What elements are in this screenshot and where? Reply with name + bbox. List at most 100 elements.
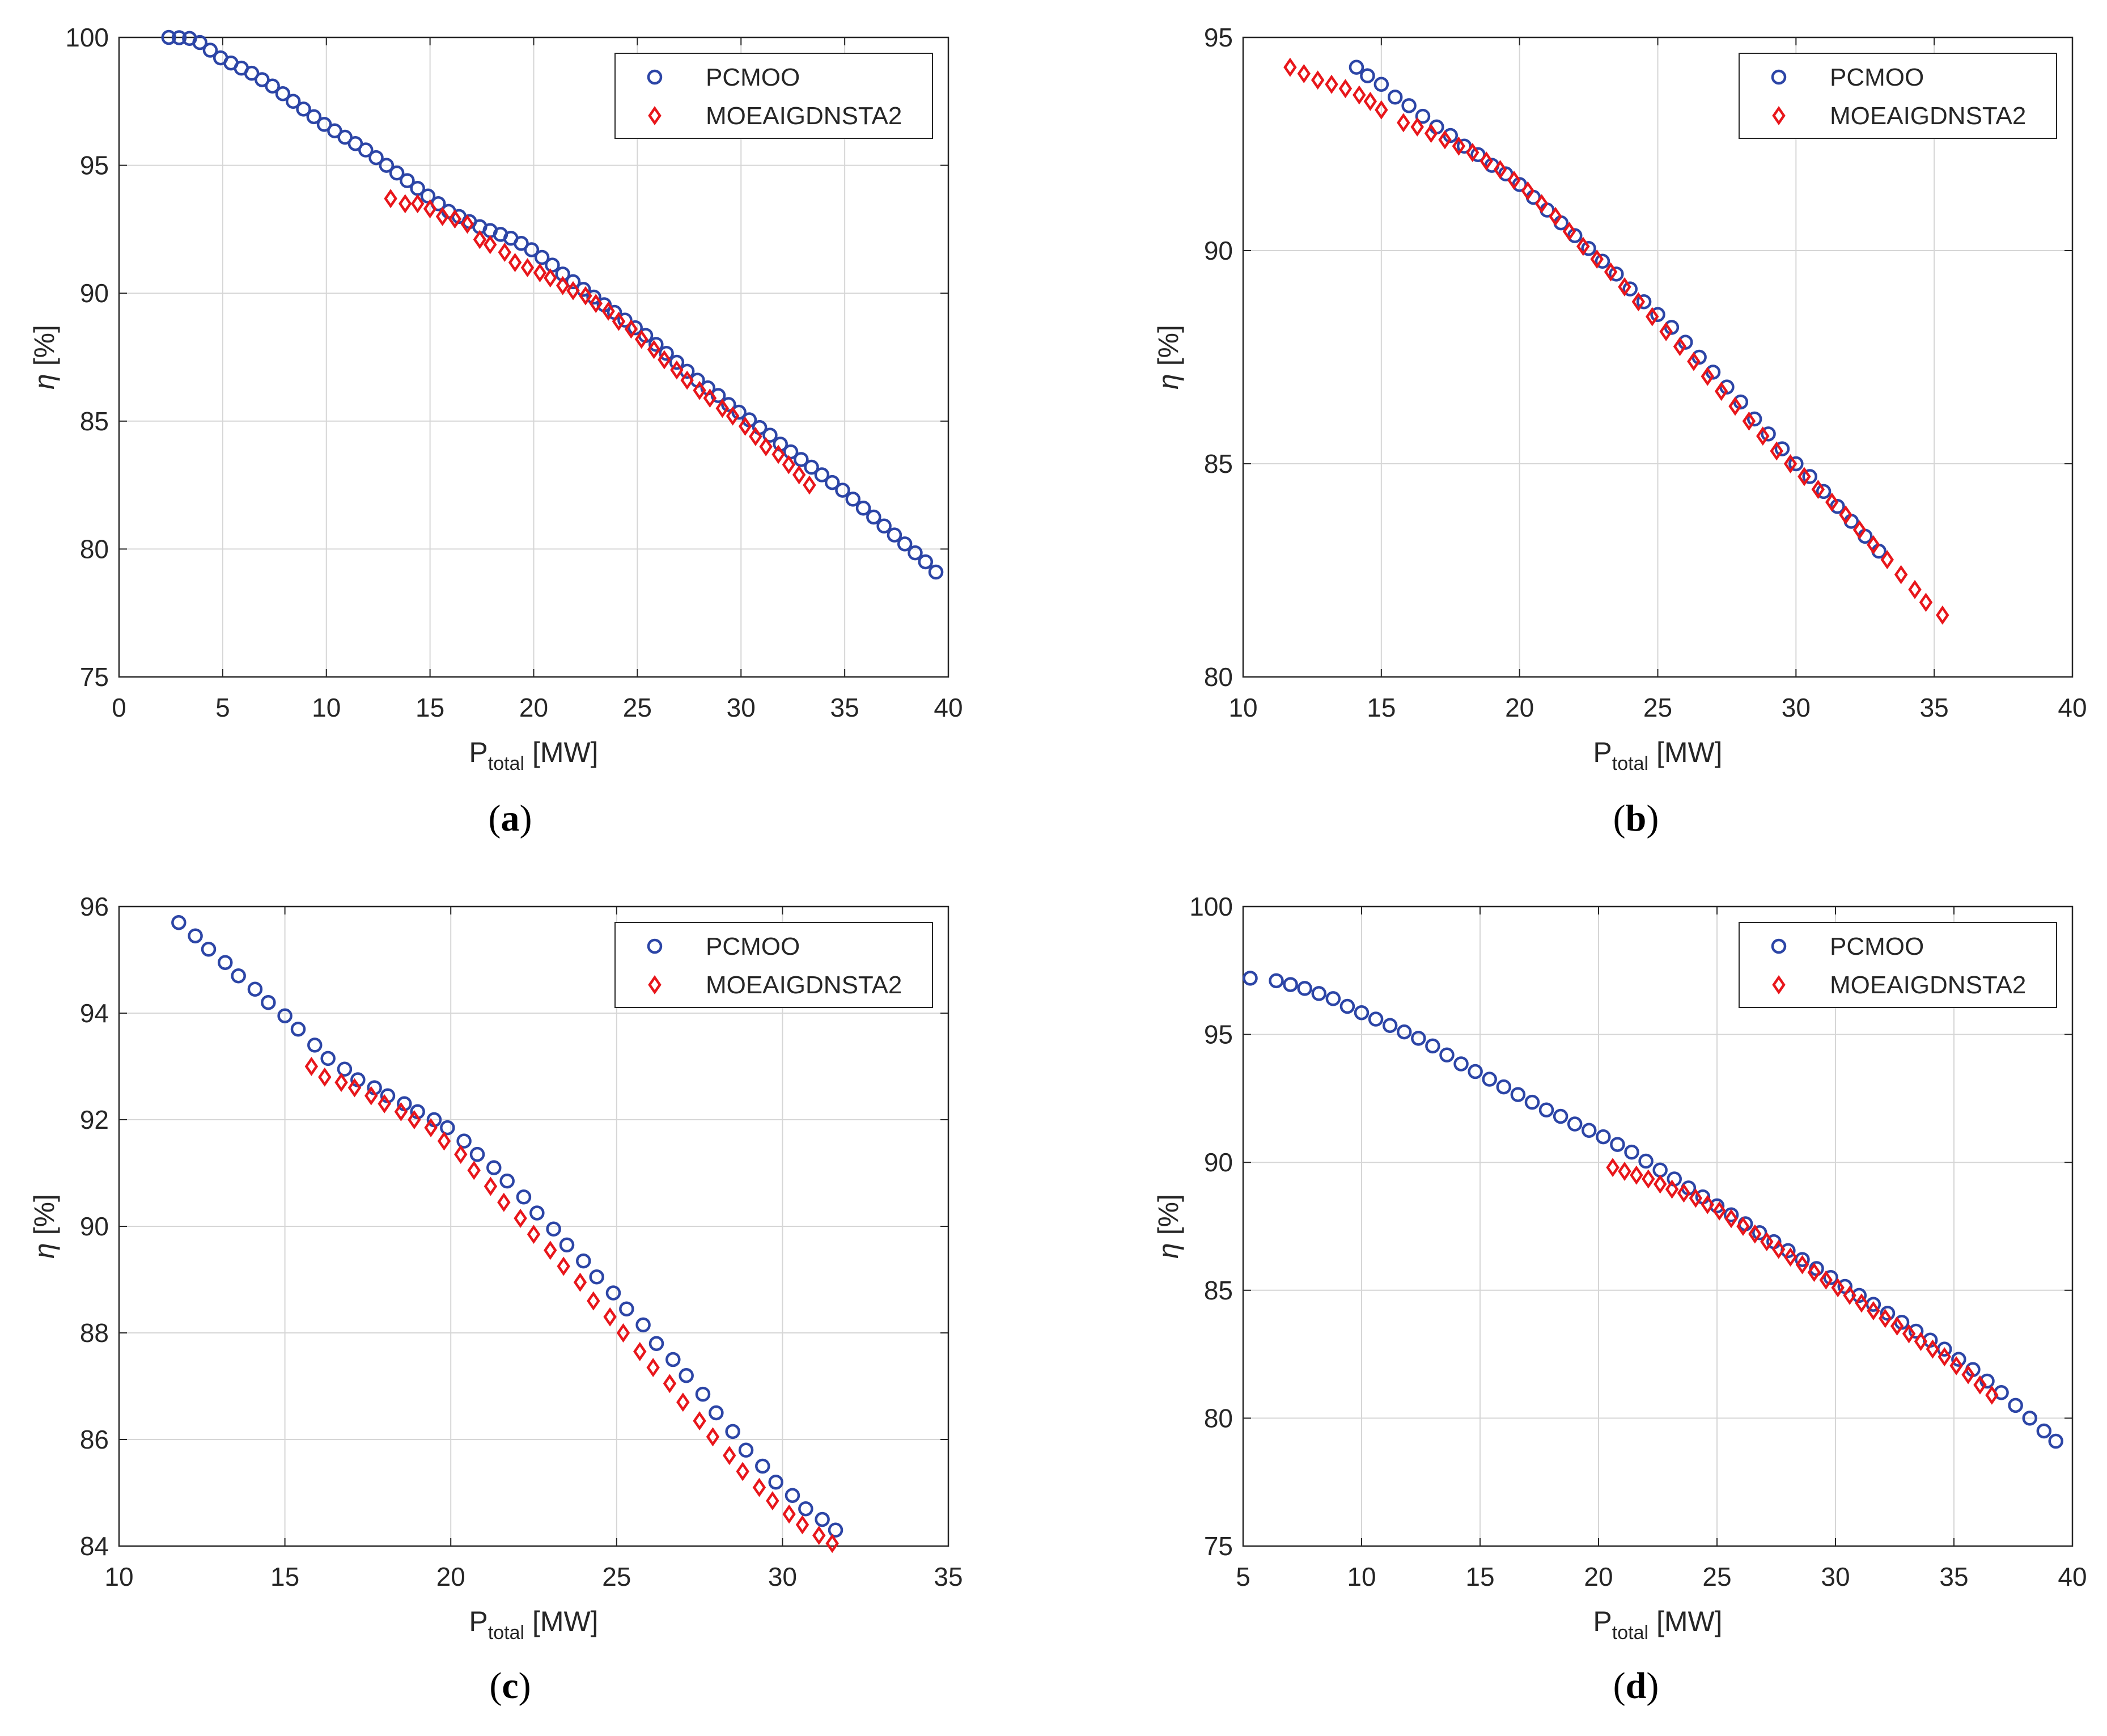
- data-point-circle: [290, 1021, 306, 1037]
- data-point-diamond: [1894, 565, 1908, 585]
- data-point-diamond: [624, 319, 638, 339]
- x-tick-label: 15: [270, 1562, 299, 1591]
- data-point-circle: [1908, 1323, 1924, 1339]
- data-point-circle: [725, 1424, 740, 1439]
- data-point-diamond: [1936, 606, 1949, 625]
- data-point-diamond: [497, 1192, 511, 1212]
- data-point-circle: [1609, 266, 1624, 282]
- data-point-diamond: [435, 206, 450, 226]
- data-point-diamond: [1825, 492, 1839, 512]
- data-point-diamond: [1783, 454, 1797, 473]
- y-axis-label: η [%]: [28, 1194, 60, 1259]
- data-point-diamond: [1631, 292, 1646, 312]
- data-point-diamond: [803, 475, 816, 495]
- data-point-diamond: [612, 311, 626, 331]
- x-tick-label: 25: [623, 693, 652, 722]
- data-point-diamond: [1452, 136, 1466, 156]
- data-point-circle: [1650, 307, 1665, 323]
- data-point-circle: [1638, 1153, 1654, 1169]
- x-axis-label: Ptotal [MW]: [1593, 1606, 1722, 1644]
- data-point-diamond: [1466, 143, 1479, 162]
- x-tick-label: 40: [2058, 693, 2087, 722]
- data-point-diamond: [1807, 1263, 1821, 1282]
- data-point-circle: [368, 150, 384, 166]
- data-point-circle: [1851, 1288, 1867, 1303]
- data-point-diamond: [448, 209, 462, 229]
- data-point-circle: [1382, 1018, 1398, 1034]
- data-point-diamond: [1534, 194, 1549, 214]
- data-point-diamond: [738, 416, 752, 436]
- x-tick-label: 30: [727, 693, 756, 722]
- data-point-diamond: [1919, 592, 1933, 612]
- data-point-circle: [866, 509, 881, 525]
- data-point-circle: [1243, 971, 1258, 986]
- axes-frame: [1242, 905, 2074, 1547]
- data-point-diamond: [1659, 321, 1673, 341]
- data-point-circle: [605, 1285, 621, 1301]
- legend-marker-diamond: [1772, 975, 1786, 994]
- data-point-diamond: [460, 214, 474, 234]
- legend-box: [1739, 53, 2057, 139]
- data-point-circle: [1396, 1024, 1412, 1040]
- data-point-circle: [635, 1317, 651, 1333]
- data-point-circle: [1297, 981, 1312, 996]
- data-point-diamond: [1677, 1183, 1691, 1203]
- data-point-circle: [296, 101, 311, 117]
- data-point-diamond: [1795, 1255, 1809, 1275]
- data-point-diamond: [1973, 1375, 1987, 1395]
- legend-label: PCMOO: [1830, 933, 1924, 960]
- data-point-diamond: [1867, 535, 1880, 554]
- data-point-circle: [1788, 456, 1804, 472]
- data-point-diamond: [795, 1515, 809, 1535]
- x-tick-label: 20: [436, 1562, 465, 1591]
- data-point-circle: [1524, 1094, 1540, 1110]
- y-tick-label: 95: [1204, 1020, 1233, 1049]
- data-point-circle: [275, 86, 291, 101]
- data-point-diamond: [749, 426, 762, 446]
- data-point-diamond: [473, 230, 487, 249]
- data-point-circle: [628, 320, 643, 336]
- data-point-diamond: [520, 258, 535, 278]
- data-point-diamond: [1338, 79, 1353, 99]
- legend-marker-diamond: [648, 106, 662, 125]
- data-point-circle: [876, 518, 892, 534]
- legend-label: MOEAIGDNSTA2: [706, 102, 902, 130]
- data-point-diamond: [1590, 249, 1604, 269]
- data-point-diamond: [1949, 1356, 1963, 1375]
- data-point-diamond: [1797, 467, 1811, 486]
- data-point-diamond: [676, 1392, 690, 1412]
- x-axis-label: Ptotal [MW]: [1593, 736, 1722, 774]
- data-point-circle: [768, 1474, 783, 1490]
- data-point-diamond: [544, 1240, 557, 1260]
- data-point-diamond: [573, 1272, 587, 1292]
- data-point-diamond: [1748, 1224, 1762, 1244]
- data-point-circle: [1425, 1038, 1440, 1054]
- legend-box: [614, 53, 933, 139]
- data-point-diamond: [1831, 1278, 1845, 1298]
- x-tick-label: 10: [312, 693, 341, 722]
- data-point-diamond: [398, 194, 412, 214]
- data-point-circle: [1439, 1047, 1455, 1062]
- data-point-circle: [824, 475, 840, 490]
- data-point-circle: [1610, 1137, 1625, 1152]
- data-point-diamond: [1507, 170, 1521, 190]
- data-point-circle: [2008, 1398, 2023, 1413]
- data-point-diamond: [1689, 1188, 1703, 1208]
- x-tick-label: 40: [2058, 1562, 2087, 1591]
- data-point-circle: [619, 1301, 634, 1316]
- data-point-circle: [1595, 253, 1610, 269]
- data-point-diamond: [663, 1374, 677, 1394]
- data-point-circle: [2022, 1411, 2038, 1426]
- data-point-circle: [1752, 1225, 1767, 1240]
- x-tick-label: 20: [1584, 1562, 1613, 1591]
- data-point-circle: [798, 1501, 813, 1517]
- data-point-diamond: [1438, 130, 1452, 150]
- data-point-diamond: [693, 1411, 706, 1431]
- data-point-circle: [1567, 1116, 1583, 1132]
- y-tick-label: 80: [80, 534, 109, 564]
- legend-marker-circle: [647, 69, 663, 85]
- legend: PCMOO MOEAIGDNSTA2: [614, 53, 933, 139]
- data-point-diamond: [771, 444, 785, 464]
- legend-box: [614, 922, 933, 1008]
- data-point-diamond: [812, 1526, 826, 1546]
